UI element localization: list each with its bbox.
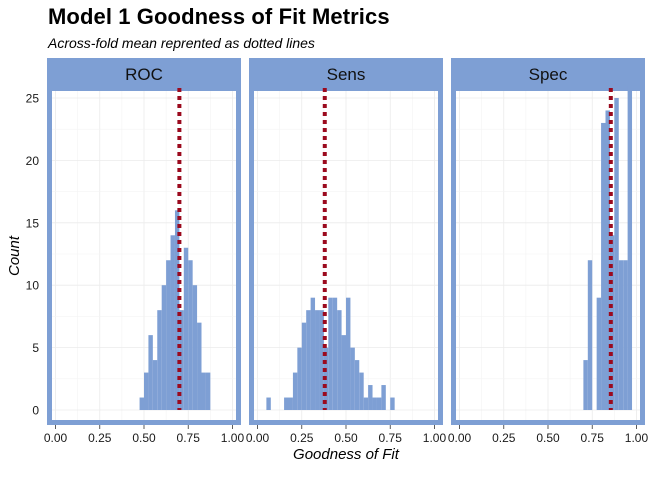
histogram-bar (144, 372, 149, 411)
histogram-bar (188, 260, 193, 411)
histogram-bar (179, 310, 184, 411)
histogram-bar (157, 310, 162, 411)
histogram-bar (201, 372, 206, 411)
histogram-bar (618, 260, 624, 411)
histogram-bar (341, 335, 346, 411)
x-tick-label: 0.50 (132, 431, 156, 445)
histogram-bar (284, 397, 289, 411)
histogram-bar (372, 397, 377, 411)
y-tick-label: 25 (26, 91, 40, 105)
histogram-bar (301, 322, 307, 411)
histogram-bar (623, 260, 628, 411)
histogram-bar (166, 260, 171, 411)
histogram-bar (350, 347, 355, 411)
x-tick-label: 0.75 (177, 431, 201, 445)
histogram-bar (139, 397, 144, 411)
x-tick-label: 0.25 (88, 431, 112, 445)
histogram-bar (315, 310, 320, 411)
x-tick-label: 1.00 (625, 431, 649, 445)
histogram-bar (337, 310, 342, 411)
histogram-bar (354, 360, 360, 411)
histogram-bar (306, 310, 311, 411)
histogram-bar (583, 360, 588, 411)
histogram-bar (161, 285, 167, 411)
histogram-bar (292, 372, 298, 411)
histogram-bar (381, 385, 386, 411)
histogram-bar (363, 397, 369, 411)
x-tick-label: 0.00 (246, 431, 270, 445)
x-axis-label: Goodness of Fit (293, 446, 400, 463)
histogram-bar (627, 85, 633, 411)
histogram-bar (596, 297, 602, 411)
x-tick-label: 0.75 (379, 431, 403, 445)
chart-title: Model 1 Goodness of Fit Metrics (48, 4, 390, 29)
histogram-bar (148, 335, 153, 411)
y-axis-label: Count (6, 235, 23, 276)
x-tick-label: 0.50 (334, 431, 358, 445)
histogram-bar (319, 310, 324, 411)
y-tick-label: 20 (26, 154, 40, 168)
facet-strip-label: ROC (125, 65, 163, 84)
histogram-bar (197, 322, 202, 411)
histogram-bar (310, 297, 316, 411)
x-tick-label: 0.50 (536, 431, 560, 445)
histogram-bar (368, 385, 373, 411)
histogram-bar (390, 397, 395, 411)
histogram-bar (170, 235, 175, 411)
x-tick-label: 0.00 (448, 431, 472, 445)
histogram-bar (266, 397, 271, 411)
facet-panels: ROC 0.00 0.25 0.50 0.75 1.00 Sens 0.00 0.25 0.50 0… (44, 58, 649, 445)
y-tick-label: 0 (32, 404, 39, 418)
histogram-bar (205, 372, 211, 411)
facet-panel-sens: Sens 0.00 0.25 0.50 0.75 1.00 (246, 58, 447, 445)
histogram-bar (332, 297, 338, 411)
x-tick-label: 1.00 (423, 431, 447, 445)
histogram-bar (288, 397, 293, 411)
facet-panel-spec: Spec 0.00 0.25 0.50 0.75 1.00 (448, 58, 649, 445)
histogram-bar (346, 297, 351, 411)
histogram-bar (328, 297, 333, 411)
histogram-bar (174, 210, 180, 411)
x-tick-label: 0.75 (581, 431, 605, 445)
chart-subtitle: Across-fold mean reprented as dotted lin… (48, 35, 315, 51)
histogram-bar (614, 97, 619, 411)
histogram-bar (152, 360, 158, 411)
x-tick-label: 0.25 (492, 431, 516, 445)
y-tick-label: 5 (32, 341, 39, 355)
histogram-bar (605, 110, 610, 411)
y-axis: 0 5 10 15 20 25 (26, 91, 40, 417)
facet-strip-label: Spec (529, 65, 568, 84)
facet-strip-label: Sens (327, 65, 366, 84)
histogram-bar (183, 247, 189, 411)
y-tick-label: 15 (26, 216, 40, 230)
x-tick-label: 1.00 (221, 431, 245, 445)
histogram-bar (192, 285, 198, 411)
histogram-bar (359, 372, 364, 411)
y-tick-label: 10 (26, 279, 40, 293)
histogram-bar (297, 347, 302, 411)
x-tick-label: 0.00 (44, 431, 68, 445)
histogram-bar (587, 260, 593, 411)
histogram-bar (376, 397, 382, 411)
histogram-bar (601, 122, 606, 411)
x-tick-label: 0.25 (290, 431, 314, 445)
facet-panel-roc: ROC 0.00 0.25 0.50 0.75 1.00 (44, 58, 245, 445)
